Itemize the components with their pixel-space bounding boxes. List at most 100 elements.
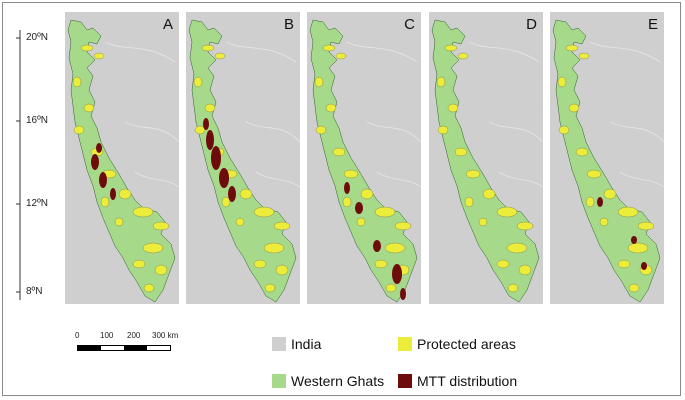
- scale-label-0: 0: [75, 331, 80, 340]
- protected-area: [314, 76, 324, 88]
- protected-area: [152, 221, 170, 231]
- protected-area: [322, 44, 336, 52]
- protected-area: [239, 188, 253, 200]
- panel-label-e: E: [647, 16, 658, 33]
- protected-area: [154, 264, 168, 276]
- protected-area: [204, 103, 216, 113]
- map-panel-c: C: [307, 12, 421, 304]
- protected-area: [194, 125, 206, 135]
- protected-area: [482, 188, 496, 200]
- legend-protected: Protected areas: [398, 336, 516, 352]
- protected-area: [585, 196, 595, 208]
- protected-area: [603, 188, 617, 200]
- lat-tick-16: 16ºN: [26, 115, 48, 126]
- protected-area: [617, 206, 639, 218]
- figure-frame: [2, 2, 681, 396]
- protected-area: [518, 264, 532, 276]
- protected-area: [132, 206, 154, 218]
- mtt-patch: [373, 240, 381, 252]
- protected-area: [599, 217, 609, 227]
- scale-label-200: 200: [127, 331, 141, 340]
- protected-area: [565, 44, 579, 52]
- protected-area: [342, 196, 352, 208]
- latitude-axis: [16, 30, 21, 300]
- protected-area: [637, 221, 655, 231]
- protected-area: [132, 259, 146, 269]
- mtt-patch: [99, 172, 107, 188]
- protected-area: [436, 76, 446, 88]
- protected-area: [83, 103, 95, 113]
- protected-area: [356, 217, 366, 227]
- scale-label-300: 300 km: [152, 331, 179, 340]
- lat-tick-8: 8ºN: [26, 286, 43, 297]
- protected-area: [325, 103, 337, 113]
- western-ghats-region: [552, 19, 661, 303]
- protected-area: [253, 259, 267, 269]
- legend-protected-label: Protected areas: [417, 336, 516, 352]
- panel-label-a: A: [162, 16, 173, 33]
- protected-area: [273, 221, 291, 231]
- mtt-patch: [206, 130, 214, 150]
- mtt-patch: [641, 262, 647, 270]
- map-panel-a: A: [65, 12, 179, 304]
- mtt-patch: [91, 154, 99, 170]
- map-a: [67, 19, 179, 303]
- panel-label-c: C: [404, 16, 415, 33]
- protected-area: [385, 283, 397, 293]
- mtt-patch: [597, 197, 603, 207]
- protected-area: [628, 283, 640, 293]
- mtt-patch: [355, 202, 363, 214]
- protected-area: [478, 217, 488, 227]
- protected-area: [457, 52, 469, 60]
- map-panel-b: B: [186, 12, 300, 304]
- protected-area: [72, 76, 82, 88]
- protected-area: [193, 76, 203, 88]
- legend-india-label: India: [291, 336, 322, 352]
- protected-area: [617, 259, 631, 269]
- legend-mtt-label: MTT distribution: [417, 373, 518, 389]
- legend-india: India: [272, 336, 321, 352]
- protected-area: [360, 188, 374, 200]
- protected-area: [374, 206, 396, 218]
- scale-label-100: 100: [100, 331, 114, 340]
- protected-area: [253, 206, 275, 218]
- protected-area: [343, 169, 359, 179]
- state-boundaries: [589, 41, 664, 188]
- protected-area: [114, 217, 124, 227]
- protected-area: [568, 103, 580, 113]
- scale-bar-graphic: [77, 345, 171, 351]
- mtt-patch: [110, 188, 116, 200]
- protected-area: [214, 52, 226, 60]
- protected-area: [578, 52, 590, 60]
- protected-area: [374, 259, 388, 269]
- protected-area: [507, 283, 519, 293]
- protected-area: [73, 125, 85, 135]
- protected-area: [454, 147, 468, 157]
- western-ghats-region: [67, 19, 176, 303]
- protected-area: [335, 52, 347, 60]
- panel-label-d: D: [526, 16, 537, 33]
- map-panel-e: E: [550, 12, 664, 304]
- state-boundaries: [104, 41, 179, 188]
- mtt-patch: [344, 182, 350, 194]
- map-panel-d: D: [429, 12, 543, 304]
- protected-area: [315, 125, 327, 135]
- legend-ghats: Western Ghats: [272, 373, 384, 389]
- mtt-patch: [211, 146, 221, 170]
- mtt-patch: [392, 264, 402, 284]
- protected-area: [437, 125, 449, 135]
- protected-area: [557, 76, 567, 88]
- protected-area: [263, 242, 285, 254]
- western-ghats-region: [309, 19, 418, 303]
- protected-area: [93, 52, 105, 60]
- protected-area: [332, 147, 346, 157]
- protected-area: [496, 259, 510, 269]
- protected-area: [464, 196, 474, 208]
- protected-area: [201, 44, 215, 52]
- map-c: [309, 19, 421, 303]
- map-d: [431, 19, 543, 303]
- protected-area: [516, 221, 534, 231]
- mtt-patch: [400, 288, 406, 300]
- india-swatch: [272, 337, 286, 351]
- state-boundaries: [346, 41, 421, 188]
